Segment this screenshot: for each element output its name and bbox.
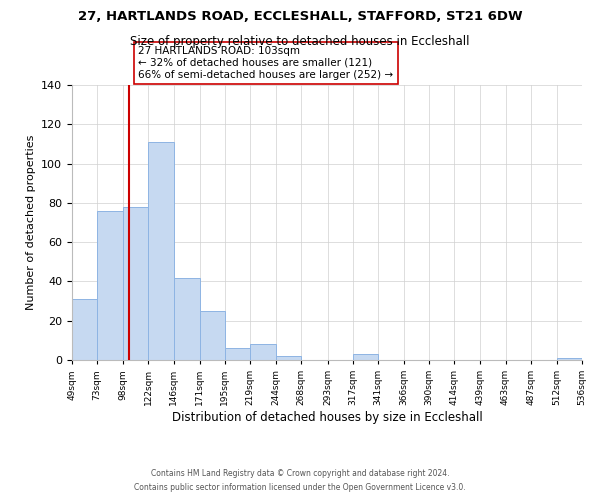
Bar <box>200 311 225 360</box>
Text: Contains public sector information licensed under the Open Government Licence v3: Contains public sector information licen… <box>134 484 466 492</box>
Y-axis label: Number of detached properties: Number of detached properties <box>26 135 35 310</box>
Bar <box>72 299 97 360</box>
Bar <box>353 354 378 360</box>
X-axis label: Distribution of detached houses by size in Eccleshall: Distribution of detached houses by size … <box>172 411 482 424</box>
Bar <box>97 210 124 360</box>
Text: 27, HARTLANDS ROAD, ECCLESHALL, STAFFORD, ST21 6DW: 27, HARTLANDS ROAD, ECCLESHALL, STAFFORD… <box>77 10 523 23</box>
Bar <box>250 344 276 360</box>
Bar <box>557 358 582 360</box>
Bar <box>173 278 200 360</box>
Text: 27 HARTLANDS ROAD: 103sqm
← 32% of detached houses are smaller (121)
66% of semi: 27 HARTLANDS ROAD: 103sqm ← 32% of detac… <box>139 46 394 80</box>
Text: Size of property relative to detached houses in Eccleshall: Size of property relative to detached ho… <box>130 35 470 48</box>
Text: Contains HM Land Registry data © Crown copyright and database right 2024.: Contains HM Land Registry data © Crown c… <box>151 468 449 477</box>
Bar <box>124 207 148 360</box>
Bar <box>276 356 301 360</box>
Bar <box>148 142 173 360</box>
Bar <box>225 348 250 360</box>
